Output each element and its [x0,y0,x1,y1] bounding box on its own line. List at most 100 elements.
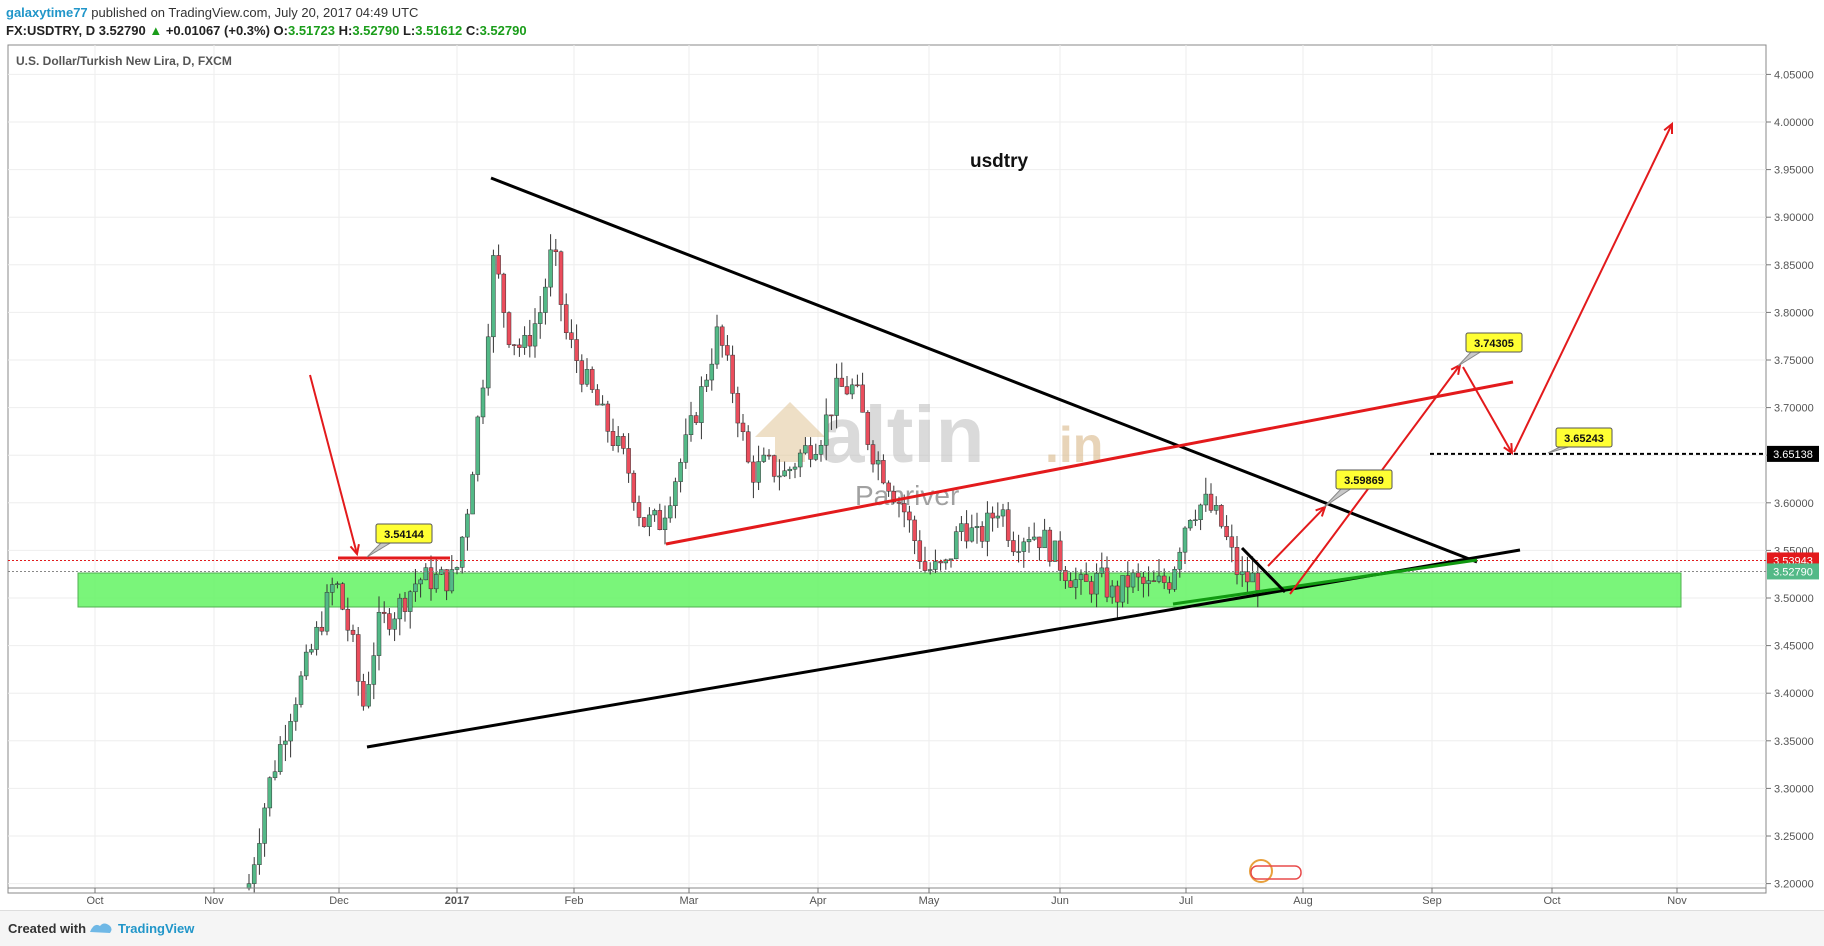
candle-body [652,510,657,516]
plot-frame [7,44,1767,894]
candle-body [1021,541,1027,552]
descending-trendline[interactable] [490,176,1478,564]
candle-body [735,393,741,424]
candle-body [917,540,923,562]
candle-body [938,561,943,564]
candle-body [693,415,699,423]
candle-body [1224,526,1229,538]
candle-body [855,384,860,387]
candle-body [527,335,533,347]
candle-body [371,655,377,685]
x-tick-label: Dec [329,895,349,907]
candle-body [402,597,408,612]
candle-body [829,414,834,417]
red-arrow-line[interactable] [309,374,358,555]
candle-body [1011,540,1016,553]
candle-body [1125,575,1131,588]
price-callout[interactable]: 3.65243 [1547,427,1613,454]
y-tick-label: 3.50000 [1774,593,1814,605]
candle-body [1161,575,1167,583]
candle-body [636,502,642,518]
candle-body [543,286,548,313]
price-change: +0.01067 (+0.3%) [165,23,270,38]
candle-body [579,360,585,385]
candle-body [922,561,928,571]
green-support-line[interactable] [1172,558,1478,606]
candle-body [251,864,257,884]
red-arrow-line[interactable] [1267,506,1326,567]
candle-body [891,491,897,503]
candle-body [496,255,501,275]
y-tick-label: 3.85000 [1774,260,1814,272]
candle-body [465,513,470,538]
y-tick-label: 3.70000 [1774,403,1814,415]
tradingview-logo-icon [90,923,112,933]
candle-body [1026,539,1032,543]
drawings[interactable] [8,121,1766,749]
candle-body [953,531,959,560]
candle-body [813,454,819,460]
candle-body [288,721,293,742]
candle-body [657,510,663,530]
candle-body [1063,570,1068,582]
candle-body [974,526,980,529]
candle-body [927,569,933,571]
watermark-text: altin [820,390,984,479]
price-chart[interactable]: altin .in Panriver Oct Nov Dec 2017 Feb Mar Ap… [0,42,1824,910]
chart-header: galaxytime77 published on TradingView.co… [0,0,1824,42]
red-arrow-head-icon [1315,505,1327,517]
x-tick-label: Mar [680,895,699,907]
candle-body [751,461,756,483]
callouts[interactable]: 3.54144 3.59869 3.74305 3.65243 [366,332,1613,558]
candle-body [1193,519,1198,521]
y-tick-label: 3.80000 [1774,307,1814,319]
candle-body [1052,540,1058,562]
price-callout[interactable]: 3.59869 [1323,469,1393,508]
candle-body [860,384,865,413]
support-zone[interactable] [77,572,1682,608]
y-tick-label: 3.45000 [1774,641,1814,653]
candle-body [1016,551,1021,553]
author-link[interactable]: galaxytime77 [6,5,88,20]
candle-body [704,379,709,387]
candle-body [423,567,429,581]
price-callout[interactable]: 3.74305 [1457,332,1523,367]
candle-body [1037,536,1042,549]
candle-body [881,460,886,484]
watermark-house-icon [755,402,825,462]
candle-body [870,444,876,465]
candle-body [740,422,746,433]
candle-body [787,468,793,472]
red-arrow-line[interactable] [1513,123,1673,453]
tradingview-brand-link[interactable]: TradingView [118,921,195,936]
created-with-label: Created with [8,921,87,936]
candle-body [948,558,954,561]
candle-body [839,377,845,387]
candle-body [1094,573,1099,595]
candle-body [803,445,808,454]
callout-label: 3.59869 [1344,475,1384,487]
candle-body [1182,527,1188,553]
red-channel-line[interactable] [665,380,1514,546]
price-callout[interactable]: 3.54144 [366,523,433,558]
x-tick-label: Jul [1179,895,1193,907]
candle-body [995,515,1001,519]
red-arrow-line[interactable] [1462,366,1513,454]
replay-badge-icon[interactable] [1249,859,1302,883]
candle-body [896,501,902,504]
candle-body [823,414,829,446]
candle-body [1187,520,1193,529]
candle-body [725,345,730,356]
candle-body [1239,571,1245,575]
close-label: C: [465,23,480,38]
candle-body [1005,509,1011,541]
price-label-text: 3.52790 [1773,566,1813,578]
pullback-line[interactable] [1240,546,1287,594]
y-tick-label: 3.60000 [1774,498,1814,510]
chart-area[interactable]: altin .in Panriver Oct Nov Dec 2017 Feb Mar Ap… [0,42,1824,910]
candle-body [745,431,751,463]
y-tick-label: 4.05000 [1774,69,1814,81]
candle-body [667,505,673,519]
candle-body [413,583,418,593]
candle-body [678,462,683,482]
